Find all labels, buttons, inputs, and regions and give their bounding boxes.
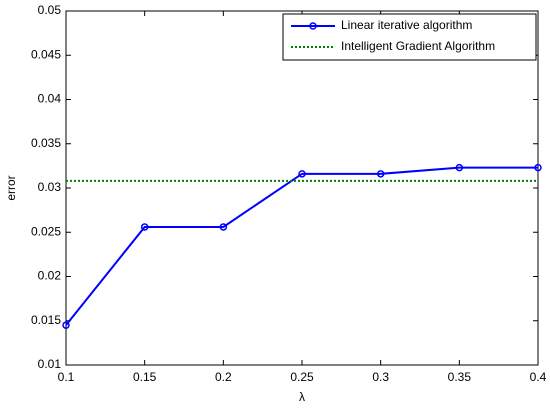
- legend-marker: [309, 22, 317, 30]
- data-point: [455, 163, 464, 172]
- x-tick-label: 0.4: [530, 370, 547, 384]
- data-point: [298, 170, 306, 178]
- legend-box: [282, 13, 537, 61]
- x-tick-label: 0.1: [58, 370, 75, 384]
- y-tick-label: 0.035: [31, 136, 61, 150]
- legend-label: Linear iterative algorithm: [341, 18, 472, 32]
- y-tick-label: 0.045: [31, 47, 61, 61]
- data-point: [376, 170, 385, 178]
- data-point: [219, 223, 228, 231]
- y-tick-label: 0.015: [31, 313, 61, 327]
- legend-label: Intelligent Gradient Algorithm: [341, 39, 495, 53]
- x-tick-label: 0.3: [372, 370, 389, 384]
- y-tick-label: 0.025: [31, 224, 61, 238]
- x-tick-label: 0.25: [290, 370, 314, 384]
- y-axis-label: error: [4, 175, 18, 200]
- y-tick-label: 0.01: [38, 357, 62, 371]
- data-point: [534, 163, 542, 172]
- y-tick-label: 0.02: [38, 269, 62, 283]
- data-point: [62, 321, 70, 329]
- y-tick-label: 0.04: [38, 92, 62, 106]
- series-line: [65, 166, 538, 326]
- y-tick-label: 0.03: [38, 180, 62, 194]
- x-tick-label: 0.15: [133, 370, 157, 384]
- x-tick-label: 0.35: [448, 370, 472, 384]
- y-tick-label: 0.05: [38, 3, 62, 17]
- x-axis-label: λ: [299, 390, 305, 404]
- data-point: [140, 223, 149, 231]
- x-tick-label: 0.2: [215, 370, 232, 384]
